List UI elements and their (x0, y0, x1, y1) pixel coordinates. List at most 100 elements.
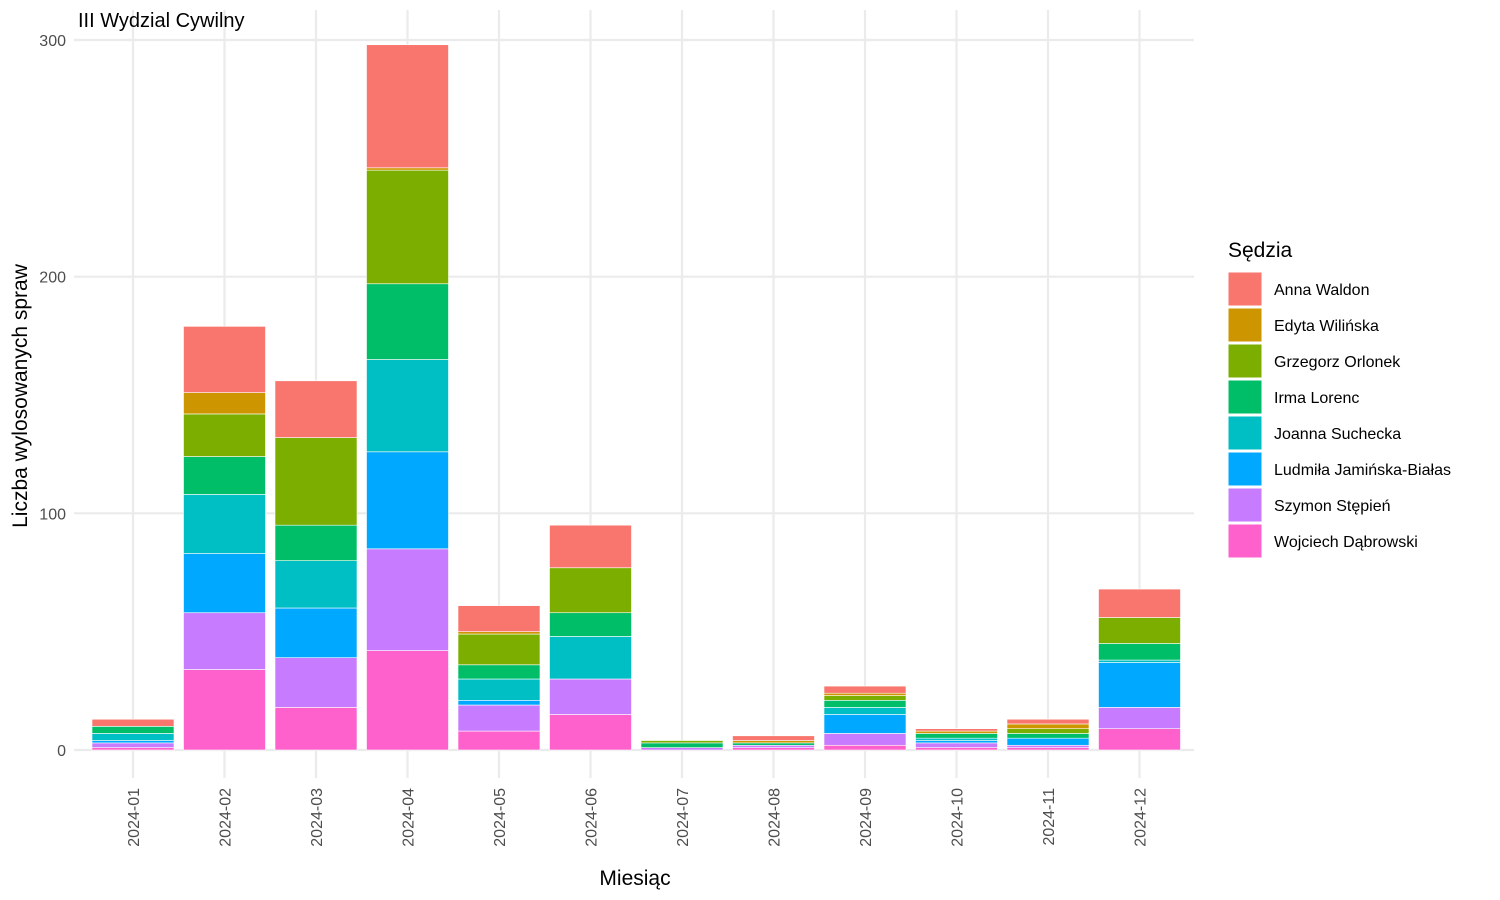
legend-key (1227, 379, 1263, 415)
bar-segment (366, 169, 449, 285)
bar-segment (823, 744, 907, 751)
bar-segment (1006, 744, 1090, 748)
legend-label: Joanna Suchecka (1274, 426, 1401, 443)
legend-title: Sędzia (1228, 239, 1293, 262)
bar-segment (183, 553, 266, 614)
bar-segment (183, 392, 266, 415)
y-tick-label: 0 (57, 743, 66, 760)
bar-segment (1098, 707, 1181, 730)
bar-segment (1098, 588, 1181, 618)
bar-segment (915, 737, 998, 741)
bars (91, 44, 1181, 751)
bar-segment (183, 494, 266, 554)
bar-segment (91, 747, 175, 751)
bar-segment (1006, 733, 1090, 739)
bar-segment (91, 726, 175, 734)
bar-segment (823, 707, 907, 715)
bar-segment (274, 657, 358, 708)
bar-segment (640, 740, 724, 744)
bar-segment (732, 740, 815, 744)
x-axis-ticks: 2024-01 2024-02 2024-03 2024-04 2024-05 2024-… (126, 788, 1150, 847)
legend-label: Grzegorz Orlonek (1274, 354, 1401, 371)
legend-key (1227, 451, 1263, 487)
legend: Sędzia Anna Waldon Edyta Wilińska Grzegorz… (1227, 239, 1451, 559)
bar-segment (1006, 728, 1090, 734)
bar-segment (640, 747, 724, 751)
bar-segment (457, 631, 541, 635)
x-tick-label: 2024-08 (767, 788, 784, 847)
bar-segment (823, 699, 907, 708)
x-tick-label: 2024-07 (675, 788, 692, 847)
legend-key (1227, 307, 1263, 343)
bar-segment (1006, 723, 1090, 730)
bar-segment (366, 283, 449, 360)
bar-segment (640, 742, 724, 748)
bar-segment (915, 747, 998, 751)
bar-segment (91, 740, 175, 744)
bar-segment (823, 714, 907, 734)
bar-segment (457, 730, 541, 751)
bar-segment (1006, 747, 1090, 751)
bar-segment (183, 326, 266, 393)
bar-segment (274, 560, 358, 609)
bar-segment (732, 735, 815, 741)
bar-segment (549, 714, 632, 751)
bar-segment (274, 437, 358, 526)
bar-segment (915, 730, 998, 734)
bar-segment (915, 740, 998, 744)
legend-label: Edyta Wilińska (1274, 318, 1379, 335)
bar-segment (183, 669, 266, 751)
bar-segment (91, 733, 175, 741)
bar-segment (183, 456, 266, 495)
bar-segment (915, 742, 998, 748)
bar-segment (274, 707, 358, 751)
bar-segment (549, 524, 632, 569)
bar-segment (823, 685, 907, 694)
legend-label: Irma Lorenc (1274, 390, 1359, 407)
legend-key (1227, 271, 1263, 307)
bar-segment (549, 567, 632, 614)
bar-segment (915, 728, 998, 732)
bar-segment (91, 742, 175, 748)
bar-segment (366, 650, 449, 751)
legend-label: Anna Waldon (1274, 282, 1369, 299)
y-axis-title: Liczba wylosowanych spraw (9, 263, 32, 528)
bar-segment (549, 678, 632, 715)
bar-segment (1098, 659, 1181, 663)
bar-segment (457, 699, 541, 706)
legend-key (1227, 487, 1263, 523)
x-tick-label: 2024-01 (126, 788, 143, 847)
bar-segment (274, 524, 358, 561)
bar-segment (1006, 718, 1090, 725)
bar-segment (457, 664, 541, 680)
bar-segment (366, 451, 449, 550)
bar-segment (274, 380, 358, 438)
bar-segment (823, 692, 907, 696)
bar-segment (1098, 643, 1181, 661)
bar-segment (366, 44, 449, 169)
x-axis-title: Miesiąc (599, 867, 670, 890)
legend-label: Ludmiła Jamińska-Białas (1274, 462, 1451, 479)
bar-segment (366, 359, 449, 453)
legend-label: Szymon Stępień (1274, 498, 1391, 515)
y-tick-label: 100 (39, 506, 66, 523)
x-tick-label: 2024-02 (218, 788, 235, 847)
bar-segment (1098, 662, 1181, 708)
bar-segment (457, 678, 541, 701)
bar-segment (91, 718, 175, 727)
bar-segment (823, 695, 907, 701)
x-tick-label: 2024-11 (1041, 788, 1058, 846)
bar-segment (915, 733, 998, 739)
bar-segment (823, 733, 907, 746)
bar-segment (1098, 617, 1181, 644)
bar-segment (732, 744, 815, 748)
legend-key (1227, 343, 1263, 379)
bar-segment (732, 747, 815, 751)
x-tick-label: 2024-09 (858, 788, 875, 847)
bar-segment (1006, 737, 1090, 746)
bar-segment (549, 612, 632, 637)
x-tick-label: 2024-04 (401, 788, 418, 847)
bar-segment (183, 612, 266, 670)
y-axis-ticks: 0 100 200 300 (39, 33, 66, 760)
